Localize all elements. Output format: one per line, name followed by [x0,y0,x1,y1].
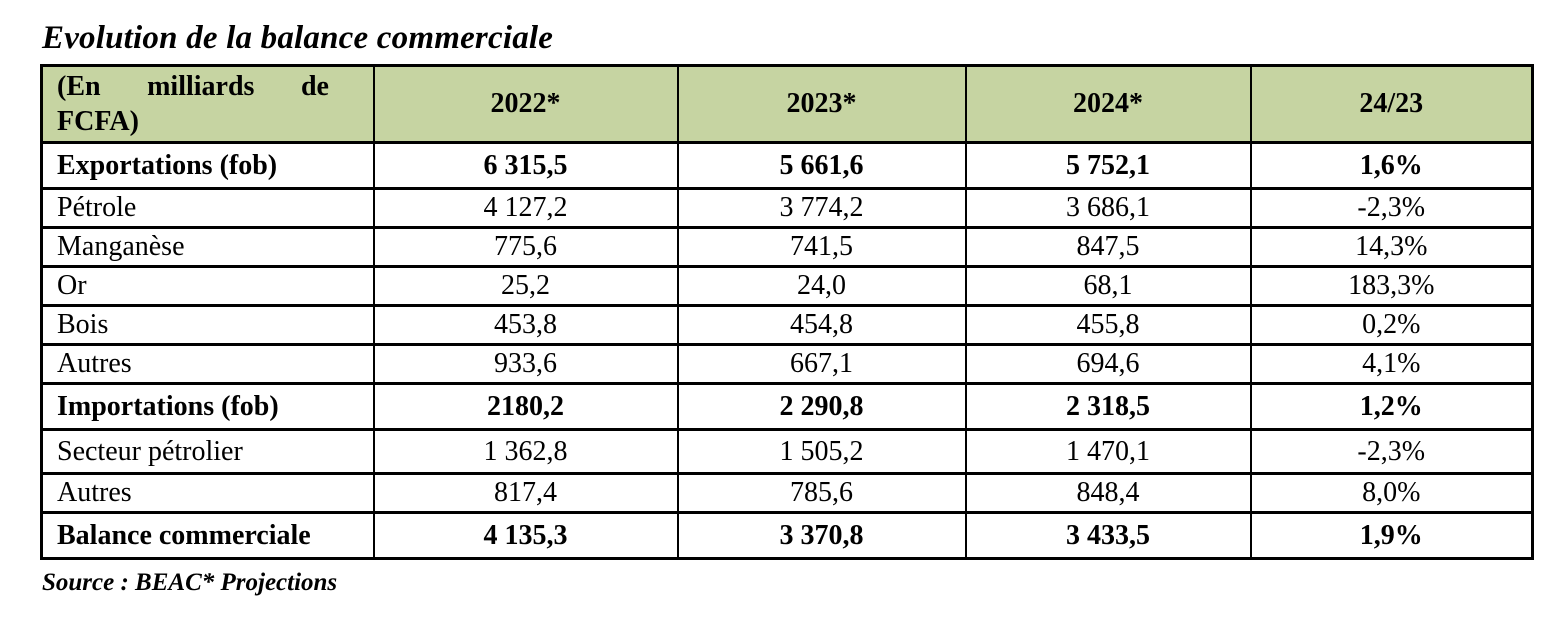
cell-value: 1 362,8 [372,428,679,476]
cell-value: 4 127,2 [372,187,679,230]
row-label: Exportations (fob) [40,141,375,191]
header-unit-cell: (En milliards de FCFA) [40,64,375,145]
cell-value: 694,6 [964,343,1252,386]
cell-value: 1 505,2 [676,428,967,476]
cell-value: 455,8 [964,304,1252,347]
cell-value: 3 686,1 [964,187,1252,230]
cell-value: 775,6 [372,226,679,269]
table-row-balance-commerciale: Balance commerciale 4 135,3 3 370,8 3 43… [40,511,1534,561]
cell-value: 68,1 [964,265,1252,308]
row-label: Manganèse [40,226,375,269]
header-col-2022: 2022* [372,64,679,145]
table-row-importations: Importations (fob) 2180,2 2 290,8 2 318,… [40,382,1534,432]
cell-value: 24,0 [676,265,967,308]
page-title: Evolution de la balance commerciale [42,20,554,56]
cell-value: 817,4 [372,472,679,515]
cell-value: 847,5 [964,226,1252,269]
table-row-secteur-petrolier: Secteur pétrolier 1 362,8 1 505,2 1 470,… [40,428,1534,476]
header-col-ratio: 24/23 [1249,64,1534,145]
cell-value: 933,6 [372,343,679,386]
table-row-bois: Bois 453,8 454,8 455,8 0,2% [40,304,1534,347]
cell-value: 5 752,1 [964,141,1252,191]
row-label: Pétrole [40,187,375,230]
table-row-autres-importations: Autres 817,4 785,6 848,4 8,0% [40,472,1534,515]
row-label: Autres [40,472,375,515]
cell-value: 453,8 [372,304,679,347]
row-label: Balance commerciale [40,511,375,561]
cell-value: 454,8 [676,304,967,347]
cell-value: 2 318,5 [964,382,1252,432]
cell-value: 3 433,5 [964,511,1252,561]
table-header: (En milliards de FCFA) 2022* 2023* 2024*… [40,64,1534,145]
cell-value: 1,9% [1249,511,1534,561]
cell-value: 4,1% [1249,343,1534,386]
header-col-2023: 2023* [676,64,967,145]
cell-value: 2 290,8 [676,382,967,432]
row-label: Importations (fob) [40,382,375,432]
row-label: Bois [40,304,375,347]
cell-value: -2,3% [1249,428,1534,476]
table-body: Exportations (fob) 6 315,5 5 661,6 5 752… [40,141,1534,561]
table-row-exportations: Exportations (fob) 6 315,5 5 661,6 5 752… [40,141,1534,191]
source-note: Source : BEAC* Projections [42,569,338,597]
table-row-manganese: Manganèse 775,6 741,5 847,5 14,3% [40,226,1534,269]
cell-value: 14,3% [1249,226,1534,269]
cell-value: 6 315,5 [372,141,679,191]
cell-value: 183,3% [1249,265,1534,308]
row-label: Autres [40,343,375,386]
row-label: Secteur pétrolier [40,428,375,476]
cell-value: 2180,2 [372,382,679,432]
cell-value: -2,3% [1249,187,1534,230]
unit-label: (En milliards de FCFA) [57,71,329,138]
header-col-2024: 2024* [964,64,1252,145]
header-row: (En milliards de FCFA) 2022* 2023* 2024*… [40,64,1534,145]
row-label: Or [40,265,375,308]
cell-value: 0,2% [1249,304,1534,347]
cell-value: 1 470,1 [964,428,1252,476]
cell-value: 741,5 [676,226,967,269]
cell-value: 3 370,8 [676,511,967,561]
cell-value: 848,4 [964,472,1252,515]
cell-value: 1,6% [1249,141,1534,191]
cell-value: 785,6 [676,472,967,515]
cell-value: 4 135,3 [372,511,679,561]
cell-value: 25,2 [372,265,679,308]
cell-value: 8,0% [1249,472,1534,515]
table-row-or: Or 25,2 24,0 68,1 183,3% [40,265,1534,308]
cell-value: 667,1 [676,343,967,386]
document-page: Evolution de la balance commerciale (En … [40,20,1534,597]
cell-value: 3 774,2 [676,187,967,230]
trade-balance-table: (En milliards de FCFA) 2022* 2023* 2024*… [40,64,1534,561]
cell-value: 5 661,6 [676,141,967,191]
cell-value: 1,2% [1249,382,1534,432]
table-row-petrole: Pétrole 4 127,2 3 774,2 3 686,1 -2,3% [40,187,1534,230]
table-row-autres-exportations: Autres 933,6 667,1 694,6 4,1% [40,343,1534,386]
